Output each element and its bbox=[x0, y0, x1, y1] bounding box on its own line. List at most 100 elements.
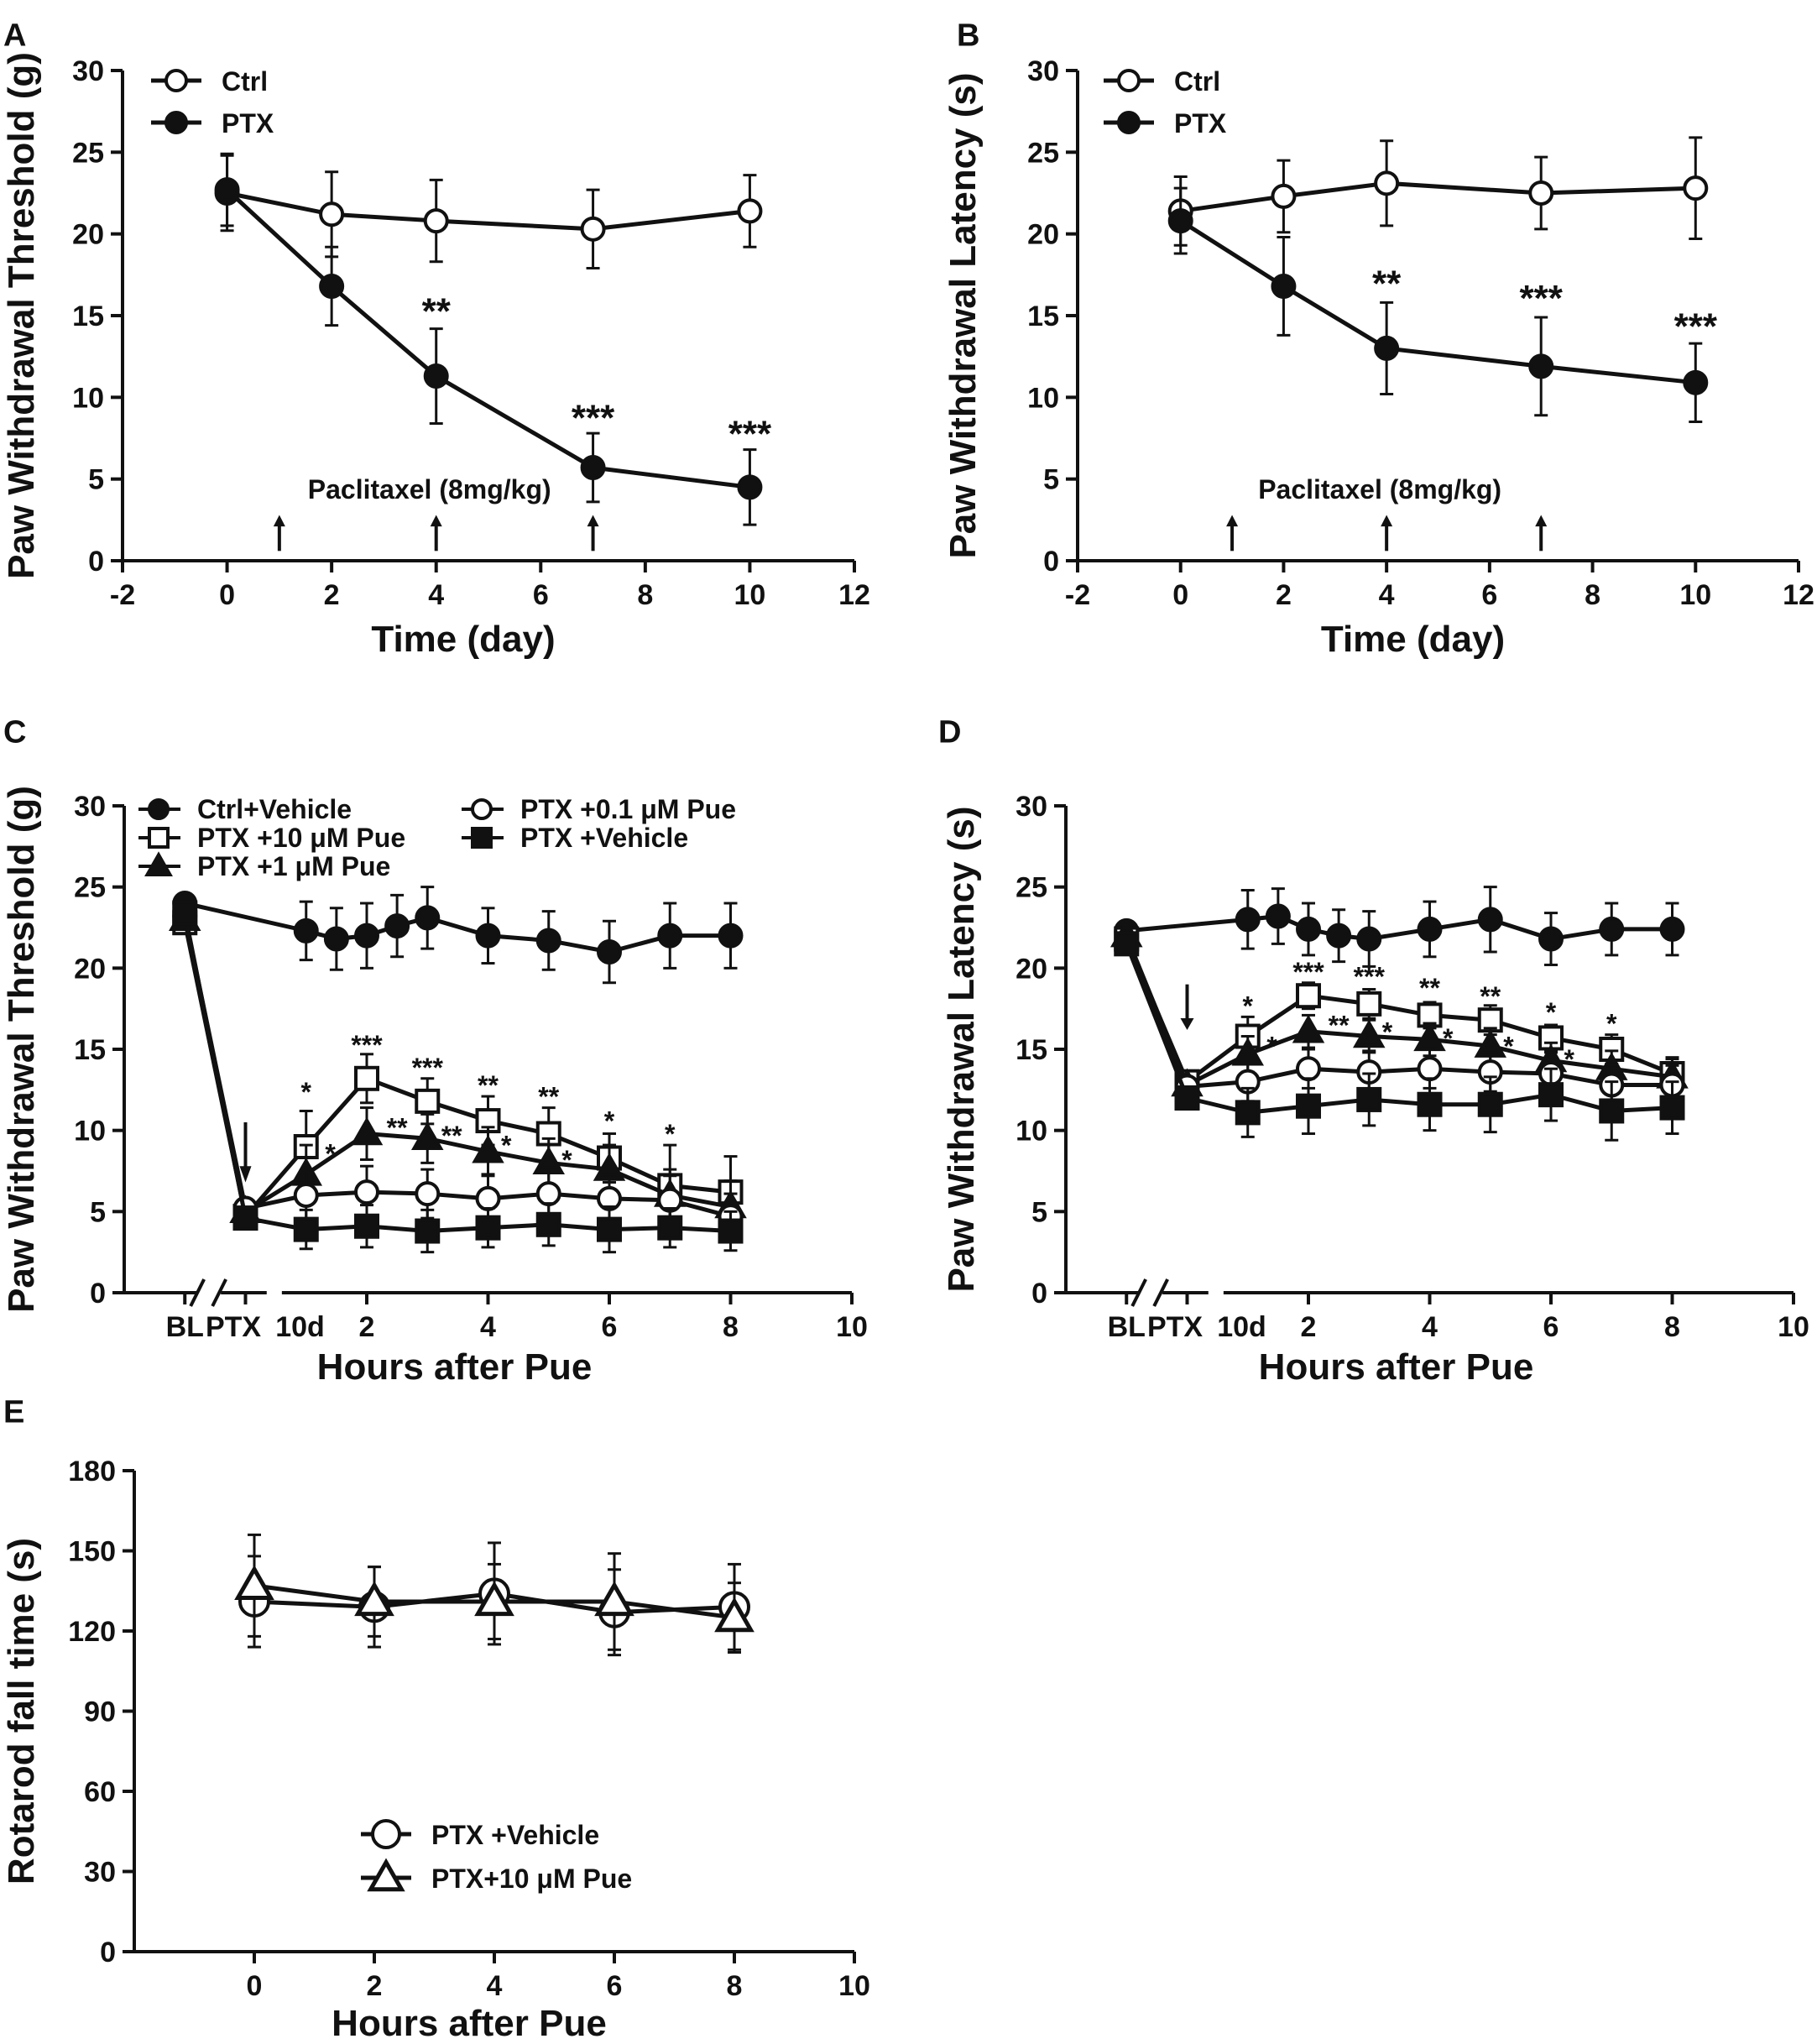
x-tick-label: 8 bbox=[727, 1970, 743, 2002]
dose-arrow-head bbox=[1381, 515, 1393, 527]
y-tick-label: 15 bbox=[1027, 301, 1059, 332]
y-tick-label: 15 bbox=[72, 301, 104, 332]
y-tick-label: 15 bbox=[74, 1034, 106, 1066]
y-tick-label: 0 bbox=[1043, 546, 1059, 578]
y-tick-label: 5 bbox=[88, 464, 104, 496]
data-point bbox=[1374, 170, 1400, 196]
legend-label: PTX +10 μM Pue bbox=[197, 823, 405, 853]
data-point bbox=[1326, 923, 1352, 949]
significance-mark: ** bbox=[1419, 973, 1440, 1003]
annotation-label: Paclitaxel (8mg/kg) bbox=[308, 474, 551, 504]
significance-mark: *** bbox=[412, 1053, 444, 1083]
y-tick-label: 30 bbox=[1016, 791, 1047, 823]
significance-mark: ** bbox=[1480, 981, 1501, 1012]
data-point bbox=[410, 1121, 444, 1151]
y-tick-label: 10 bbox=[1027, 382, 1059, 414]
x-axis-title: Time (day) bbox=[1321, 619, 1505, 660]
y-tick-label: 10 bbox=[74, 1116, 106, 1147]
significance-mark: * bbox=[1382, 1017, 1393, 1047]
series-line bbox=[225, 188, 750, 489]
legend-label: Ctrl bbox=[1174, 66, 1220, 97]
significance-mark: * bbox=[501, 1131, 512, 1161]
data-point bbox=[718, 923, 744, 949]
y-tick-label: 10 bbox=[72, 382, 104, 414]
series-1 bbox=[214, 152, 763, 526]
y-tick-label: 5 bbox=[90, 1196, 106, 1228]
x-tick-label: 0 bbox=[219, 579, 235, 611]
series-0 bbox=[1167, 136, 1709, 247]
x-tick-label: 4 bbox=[487, 1970, 503, 2002]
significance-mark: * bbox=[1606, 1009, 1617, 1039]
significance-mark: ** bbox=[538, 1082, 559, 1112]
y-tick-label: 30 bbox=[84, 1857, 116, 1889]
data-point bbox=[1292, 1014, 1325, 1043]
data-point bbox=[737, 198, 763, 224]
y-tick-label: 0 bbox=[88, 546, 104, 578]
data-point bbox=[1417, 1056, 1443, 1082]
axis-break-mark bbox=[1152, 1278, 1169, 1307]
series-line bbox=[184, 901, 731, 954]
panel-e: E 0 30 60 90 120 150 180 0 2 4 6 8 10 Hours after Pue R… bbox=[1, 1394, 870, 2044]
panel-letter: D bbox=[938, 714, 961, 750]
series-0 bbox=[214, 154, 763, 270]
x-tick-label: 2 bbox=[1301, 1311, 1317, 1343]
y-tick-label: 90 bbox=[84, 1696, 116, 1728]
y-tick-label: 25 bbox=[1016, 872, 1047, 904]
data-point bbox=[657, 923, 683, 949]
significance-mark: * bbox=[1243, 991, 1254, 1021]
x-tick-label: 2 bbox=[1276, 579, 1292, 611]
x-tick-label: 4 bbox=[428, 579, 444, 611]
data-point bbox=[423, 363, 449, 389]
significance-mark: ** bbox=[1372, 264, 1402, 305]
data-point bbox=[1265, 903, 1291, 929]
x-axis-title: Time (day) bbox=[371, 619, 555, 660]
data-point bbox=[1528, 180, 1554, 206]
legend-label: Ctrl bbox=[222, 66, 268, 97]
significance-mark: * bbox=[1546, 997, 1557, 1027]
x-tick-label-special: PTX bbox=[206, 1311, 261, 1343]
x-tick-label: 2 bbox=[324, 579, 340, 611]
significance-mark: * bbox=[1443, 1023, 1454, 1053]
y-tick-label: 0 bbox=[100, 1937, 116, 1968]
x-tick-label: 4 bbox=[480, 1311, 496, 1343]
treatment-arrow-head bbox=[239, 1166, 252, 1183]
y-tick-label: 180 bbox=[68, 1456, 116, 1487]
data-point bbox=[354, 1065, 379, 1091]
significance-mark: *** bbox=[728, 414, 772, 455]
data-point bbox=[1538, 926, 1564, 952]
legend-label: PTX +Vehicle bbox=[520, 823, 688, 853]
significance-mark: *** bbox=[351, 1030, 383, 1060]
data-point bbox=[475, 1185, 501, 1211]
data-point bbox=[718, 1218, 744, 1244]
significance-mark: * bbox=[604, 1106, 615, 1137]
data-point-baseline bbox=[1114, 931, 1140, 957]
data-point bbox=[354, 1179, 379, 1205]
data-point bbox=[474, 1581, 514, 1617]
data-point bbox=[1683, 175, 1709, 201]
x-tick-label: 10 bbox=[734, 579, 766, 611]
data-point-baseline bbox=[172, 900, 198, 926]
data-point bbox=[1417, 1091, 1443, 1117]
series-drop-line bbox=[1124, 943, 1189, 1099]
legend-label: PTX bbox=[222, 108, 274, 139]
series-0 bbox=[172, 886, 744, 985]
data-point bbox=[1167, 208, 1193, 234]
x-tick-label: 2 bbox=[367, 1970, 383, 2002]
legend-marker bbox=[144, 851, 173, 876]
x-tick-label: 8 bbox=[1585, 579, 1600, 611]
data-point bbox=[594, 1581, 634, 1617]
data-point bbox=[319, 201, 345, 227]
data-point bbox=[580, 216, 606, 242]
significance-mark: ** bbox=[478, 1070, 499, 1100]
x-tick-label: 10 bbox=[1778, 1311, 1809, 1343]
data-point bbox=[354, 1581, 394, 1617]
significance-mark: *** bbox=[1292, 957, 1324, 987]
data-point bbox=[354, 923, 379, 949]
significance-mark: *** bbox=[1520, 278, 1564, 319]
x-tick-label: -2 bbox=[1065, 579, 1090, 611]
legend-marker bbox=[471, 798, 493, 820]
x-tick-label: 12 bbox=[1783, 579, 1814, 611]
